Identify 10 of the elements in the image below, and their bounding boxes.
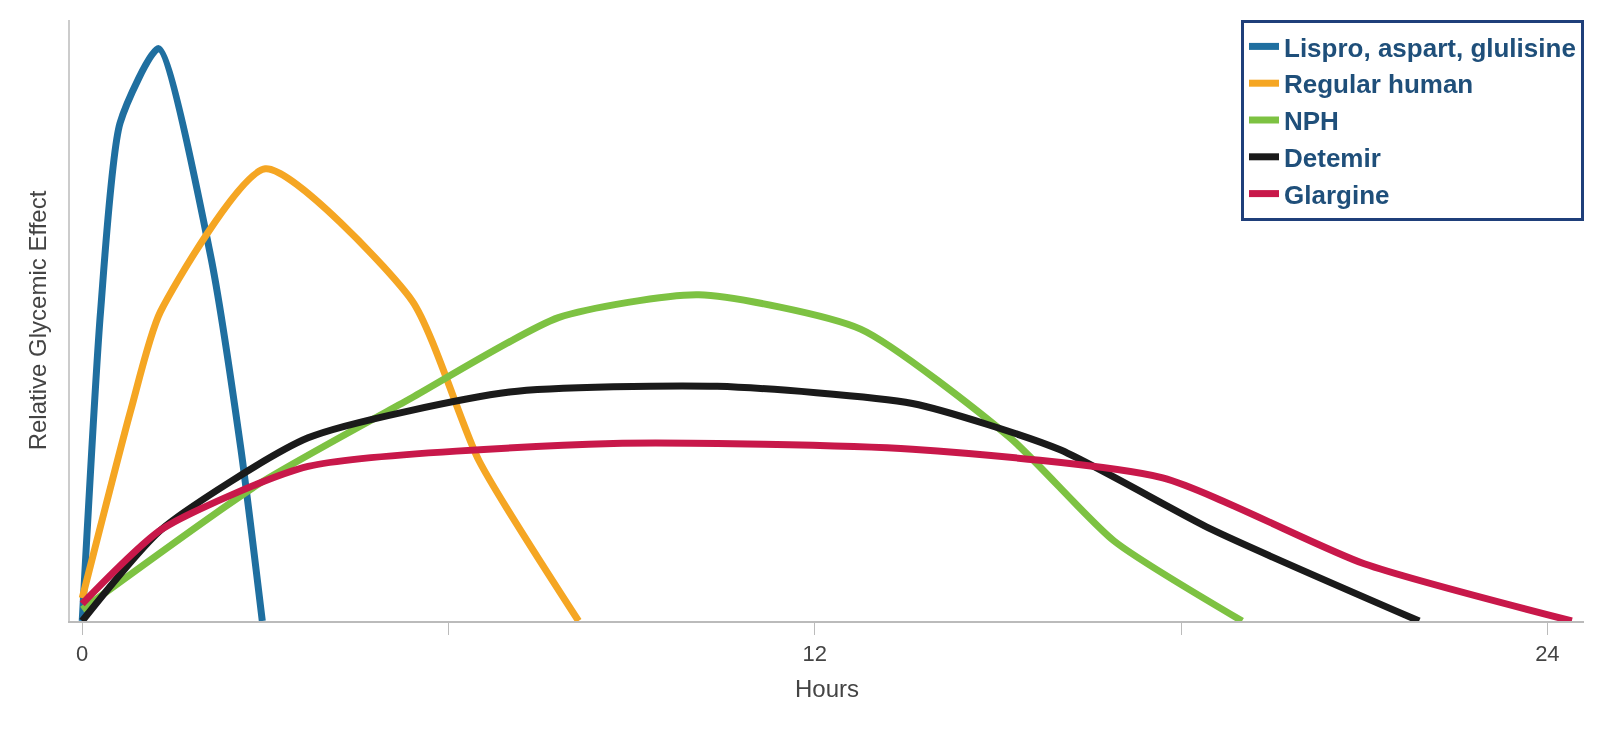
legend-label: Glargine [1284,179,1390,210]
x-axis-title: Hours [794,675,860,703]
legend-label: Regular human [1284,69,1474,100]
x-tick-label: 0 [76,641,89,667]
x-tick-label: 24 [1535,641,1560,667]
legend-label: Lispro, aspart, glulisine [1284,32,1576,63]
legend-label: Detemir [1284,142,1381,173]
y-axis-title: Relative Glycemic Effect [23,190,51,451]
x-tick-label: 12 [802,641,828,667]
legend-label: NPH [1284,106,1339,137]
